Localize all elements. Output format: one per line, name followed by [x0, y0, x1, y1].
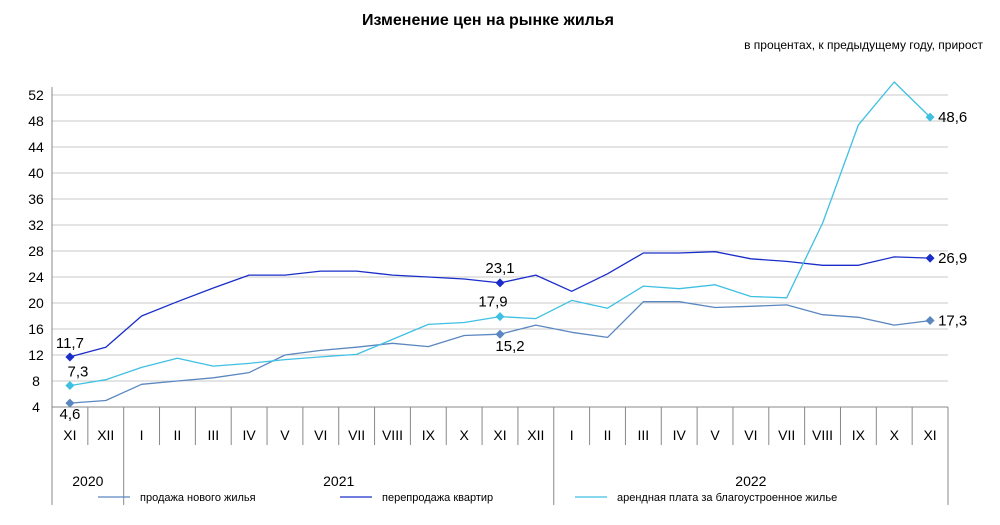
y-tick-label: 16: [28, 321, 44, 337]
x-tick-label: I: [140, 427, 144, 443]
year-label: 2020: [72, 473, 103, 489]
legend-label: перепродажа квартир: [382, 492, 493, 504]
y-tick-label: 52: [28, 87, 44, 103]
chart-subtitle: в процентах, к предыдущему году, прирост: [744, 38, 983, 52]
data-point-marker: [495, 312, 505, 322]
x-tick-label: VII: [348, 427, 365, 443]
data-point-marker: [495, 329, 505, 339]
y-tick-label: 44: [28, 139, 44, 155]
data-label: 48,6: [938, 109, 967, 126]
x-tick-label: X: [890, 427, 900, 443]
y-tick-label: 32: [28, 217, 44, 233]
y-tick-label: 20: [28, 295, 44, 311]
x-tick-label: III: [207, 427, 219, 443]
y-tick-label: 28: [28, 243, 44, 259]
x-tick-label: VIII: [812, 427, 833, 443]
legend: продажа нового жилья перепродажа квартир а…: [98, 492, 837, 504]
legend-label: продажа нового жилья: [140, 492, 256, 504]
data-point-marker: [925, 112, 935, 122]
y-tick-label: 40: [28, 165, 44, 181]
x-tick-label: XI: [493, 427, 506, 443]
y-tick-label: 36: [28, 191, 44, 207]
x-tick-label: IX: [422, 427, 436, 443]
data-label: 17,9: [478, 294, 507, 311]
x-axis: XI XII I II III IV V VI VII VIII IX X XI XII I II III IV V…: [51, 406, 949, 505]
data-point-marker: [925, 316, 935, 326]
x-tick-label: II: [174, 427, 182, 443]
gridlines: [52, 94, 948, 408]
x-tick-label: I: [570, 427, 574, 443]
x-tick-label: V: [710, 427, 720, 443]
chart-title: Изменение цен на рынке жилья: [362, 12, 614, 29]
data-label: 26,9: [938, 250, 967, 267]
y-tick-label: 12: [28, 347, 44, 363]
year-label: 2022: [735, 473, 766, 489]
x-tick-label: XI: [63, 427, 76, 443]
data-labels: 4,6 15,2 17,3 11,7 23,1 26,9 7,3 17,9 48,6: [56, 109, 967, 423]
data-point-marker: [65, 381, 75, 391]
x-tick-label: III: [638, 427, 650, 443]
data-point-marker: [65, 398, 75, 408]
x-tick-label: XI: [923, 427, 936, 443]
x-tick-label: V: [280, 427, 290, 443]
y-tick-label: 48: [28, 113, 44, 129]
data-point-marker: [925, 253, 935, 263]
data-label: 17,3: [938, 313, 967, 330]
y-tick-label: 24: [28, 269, 44, 285]
x-tick-label: VI: [744, 427, 757, 443]
x-tick-label: VI: [314, 427, 327, 443]
x-tick-label: XII: [97, 427, 114, 443]
x-tick-label: VII: [778, 427, 795, 443]
series-lines: [65, 81, 935, 408]
data-label: 7,3: [67, 364, 88, 381]
data-label: 11,7: [56, 335, 84, 352]
data-point-marker: [495, 278, 505, 288]
x-tick-label: XII: [527, 427, 544, 443]
data-label: 15,2: [495, 338, 524, 355]
data-label: 23,1: [485, 260, 514, 277]
data-label: 4,6: [59, 406, 80, 423]
data-point-marker: [65, 352, 75, 362]
x-tick-label: IV: [243, 427, 257, 443]
x-tick-label: II: [604, 427, 612, 443]
year-label: 2021: [323, 473, 354, 489]
y-tick-label: 4: [32, 399, 40, 415]
legend-label: арендная плата за благоустроенное жилье: [617, 492, 837, 504]
x-tick-label: IV: [673, 427, 687, 443]
x-tick-label: X: [459, 427, 469, 443]
x-tick-label: IX: [852, 427, 866, 443]
y-tick-label: 8: [32, 373, 40, 389]
x-tick-label: VIII: [382, 427, 403, 443]
